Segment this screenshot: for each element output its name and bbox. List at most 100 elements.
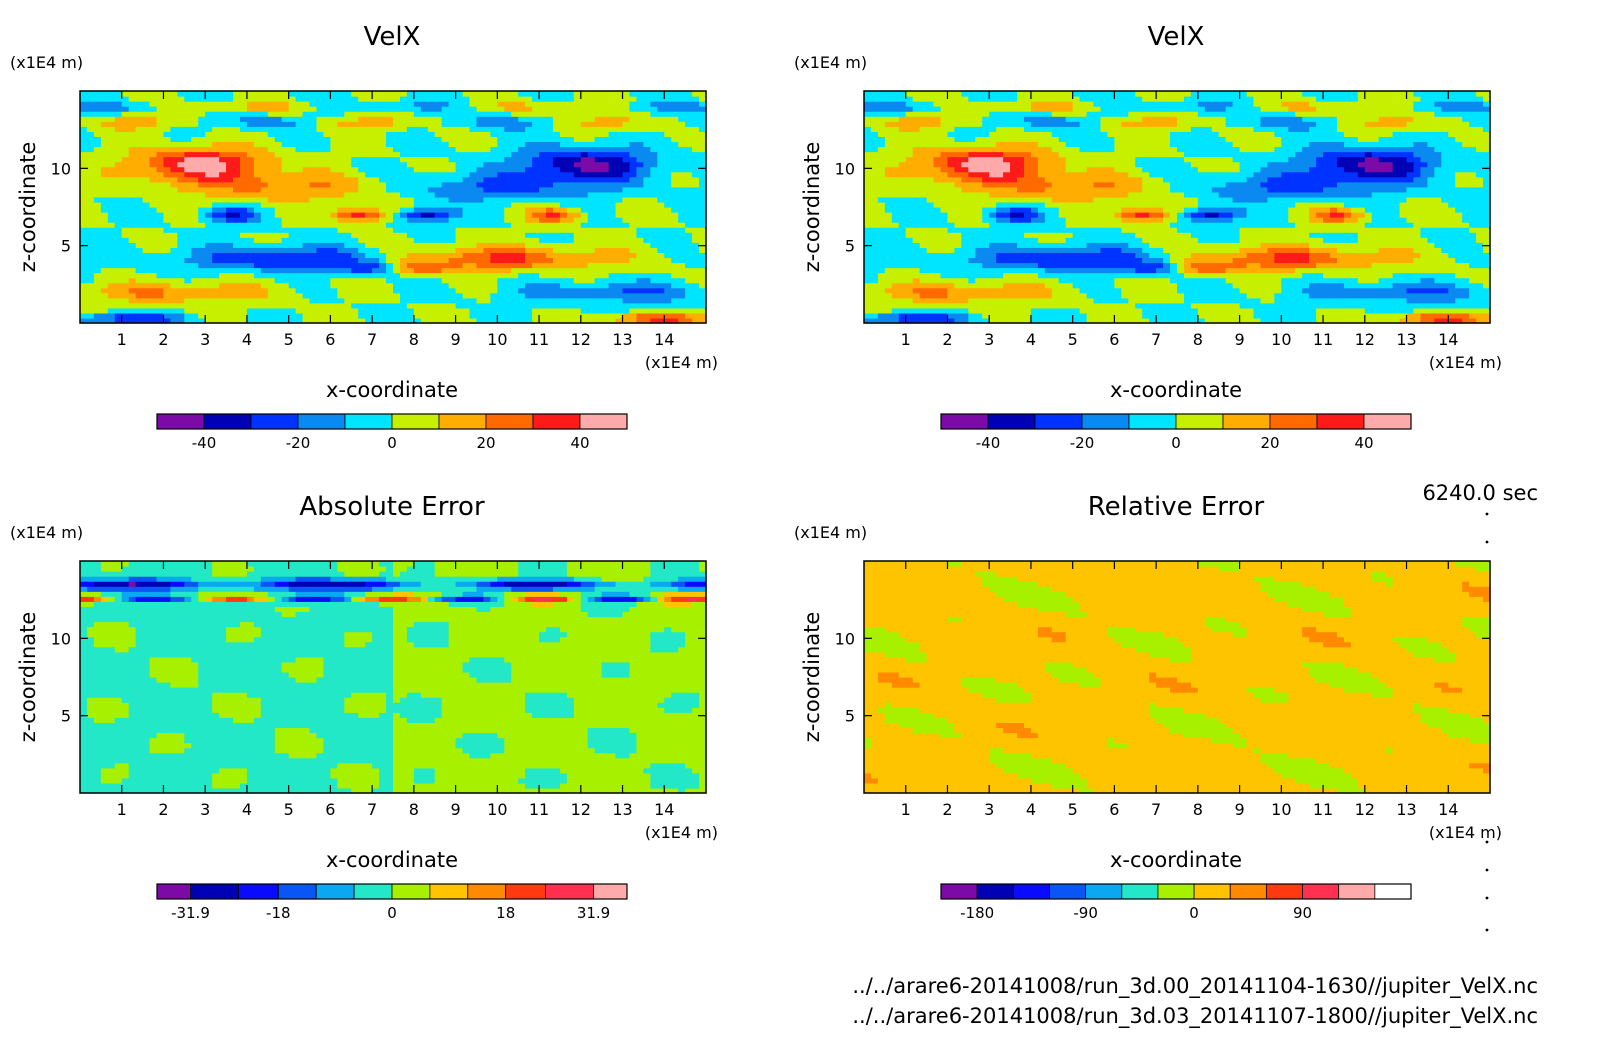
heatmap-cell — [912, 237, 921, 243]
colorbar-swatch — [391, 413, 440, 430]
heatmap-cell — [212, 186, 220, 193]
heatmap-cell — [121, 237, 130, 243]
heatmap-cell — [233, 232, 241, 238]
heatmap-cell — [975, 297, 983, 304]
heatmap-cell — [434, 252, 443, 259]
heatmap-cell — [954, 277, 962, 284]
heatmap-cell — [316, 106, 325, 112]
heatmap-cell — [365, 106, 373, 112]
heatmap-cell — [483, 317, 491, 324]
heatmap-cell — [163, 141, 172, 148]
heatmap-cell — [664, 186, 672, 193]
heatmap-cell — [93, 247, 102, 253]
heatmap-cell — [650, 126, 658, 132]
heatmap-cell — [323, 222, 331, 228]
heatmap-cell — [107, 121, 116, 127]
heatmap-cell — [246, 96, 255, 102]
heatmap-cell — [114, 297, 123, 304]
heatmap-cell — [870, 141, 879, 148]
heatmap-cell — [309, 96, 318, 102]
heatmap-cell — [420, 272, 429, 279]
heatmap-cell — [226, 161, 234, 168]
heatmap-cell — [93, 201, 102, 208]
heatmap-cell — [622, 161, 631, 168]
heatmap-cell — [629, 267, 638, 274]
heatmap-cell — [525, 136, 533, 143]
heatmap-cell — [657, 212, 665, 218]
heatmap-cell — [323, 257, 331, 264]
heatmap-cell — [93, 222, 102, 228]
heatmap-cell — [968, 232, 976, 238]
heatmap-cell — [177, 262, 185, 269]
heatmap-cell — [448, 277, 457, 284]
heatmap-cell — [135, 267, 144, 274]
heatmap-cell — [926, 297, 935, 304]
heatmap-cell — [650, 171, 658, 178]
heatmap-cell — [940, 212, 949, 218]
heatmap-cell — [156, 207, 165, 213]
heatmap-cell — [198, 312, 206, 319]
heatmap-cell — [685, 116, 693, 122]
heatmap-cell — [441, 217, 450, 223]
heatmap-cell — [699, 126, 707, 132]
heatmap-cell — [891, 196, 900, 203]
heatmap-cell — [476, 247, 485, 253]
heatmap-cell — [622, 186, 631, 193]
heatmap-cell — [462, 131, 471, 137]
heatmap-cell — [511, 237, 519, 243]
heatmap-cell — [295, 161, 304, 168]
heatmap-cell — [309, 232, 318, 238]
heatmap-cell — [657, 272, 665, 279]
heatmap-cell — [884, 171, 893, 178]
heatmap-cell — [933, 232, 942, 238]
heatmap-cell — [288, 161, 297, 168]
heatmap-cell — [413, 307, 422, 314]
heatmap-cell — [919, 252, 928, 259]
heatmap-cell — [212, 116, 220, 122]
heatmap-cell — [323, 96, 331, 102]
heatmap-cell — [546, 217, 554, 223]
heatmap-cell — [142, 307, 151, 314]
heatmap-cell — [455, 171, 464, 178]
heatmap-cell — [399, 136, 408, 143]
heatmap-cell — [685, 161, 693, 168]
heatmap-cell — [975, 247, 983, 253]
heatmap-cell — [212, 317, 220, 324]
heatmap-cell — [884, 252, 893, 259]
heatmap-cell — [518, 252, 526, 259]
heatmap-cell — [365, 136, 373, 143]
heatmap-cell — [518, 181, 526, 188]
heatmap-cell — [968, 146, 976, 153]
heatmap-cell — [260, 217, 269, 223]
heatmap-cell — [309, 101, 318, 107]
heatmap-cell — [420, 96, 429, 102]
heatmap-cell — [288, 272, 297, 279]
heatmap-cell — [532, 106, 540, 112]
heatmap-cell — [657, 257, 665, 264]
heatmap-cell — [497, 217, 505, 223]
heatmap-cell — [699, 252, 707, 259]
heatmap-cell — [121, 201, 130, 208]
heatmap-cell — [358, 101, 366, 107]
heatmap-cell — [420, 262, 429, 269]
heatmap-cell — [504, 186, 512, 193]
heatmap-cell — [135, 201, 144, 208]
heatmap-cell — [692, 227, 700, 233]
heatmap-cell — [100, 181, 109, 188]
heatmap-cell — [692, 207, 700, 213]
heatmap-cell — [532, 131, 540, 137]
colorbar-swatch — [156, 413, 205, 430]
heatmap-cell — [212, 166, 220, 173]
heatmap-cell — [309, 181, 318, 188]
heatmap-cell — [309, 212, 318, 218]
heatmap-cell — [406, 212, 415, 218]
heatmap-cell — [462, 196, 471, 203]
heatmap-cell — [351, 247, 359, 253]
y-unit-label: (x1E4 m) — [794, 53, 867, 72]
heatmap-cell — [469, 181, 478, 188]
heatmap-cell — [260, 317, 269, 324]
heatmap-cell — [877, 217, 886, 223]
heatmap-cell — [281, 186, 290, 193]
heatmap-cell — [302, 156, 311, 163]
heatmap-cell — [219, 317, 227, 324]
